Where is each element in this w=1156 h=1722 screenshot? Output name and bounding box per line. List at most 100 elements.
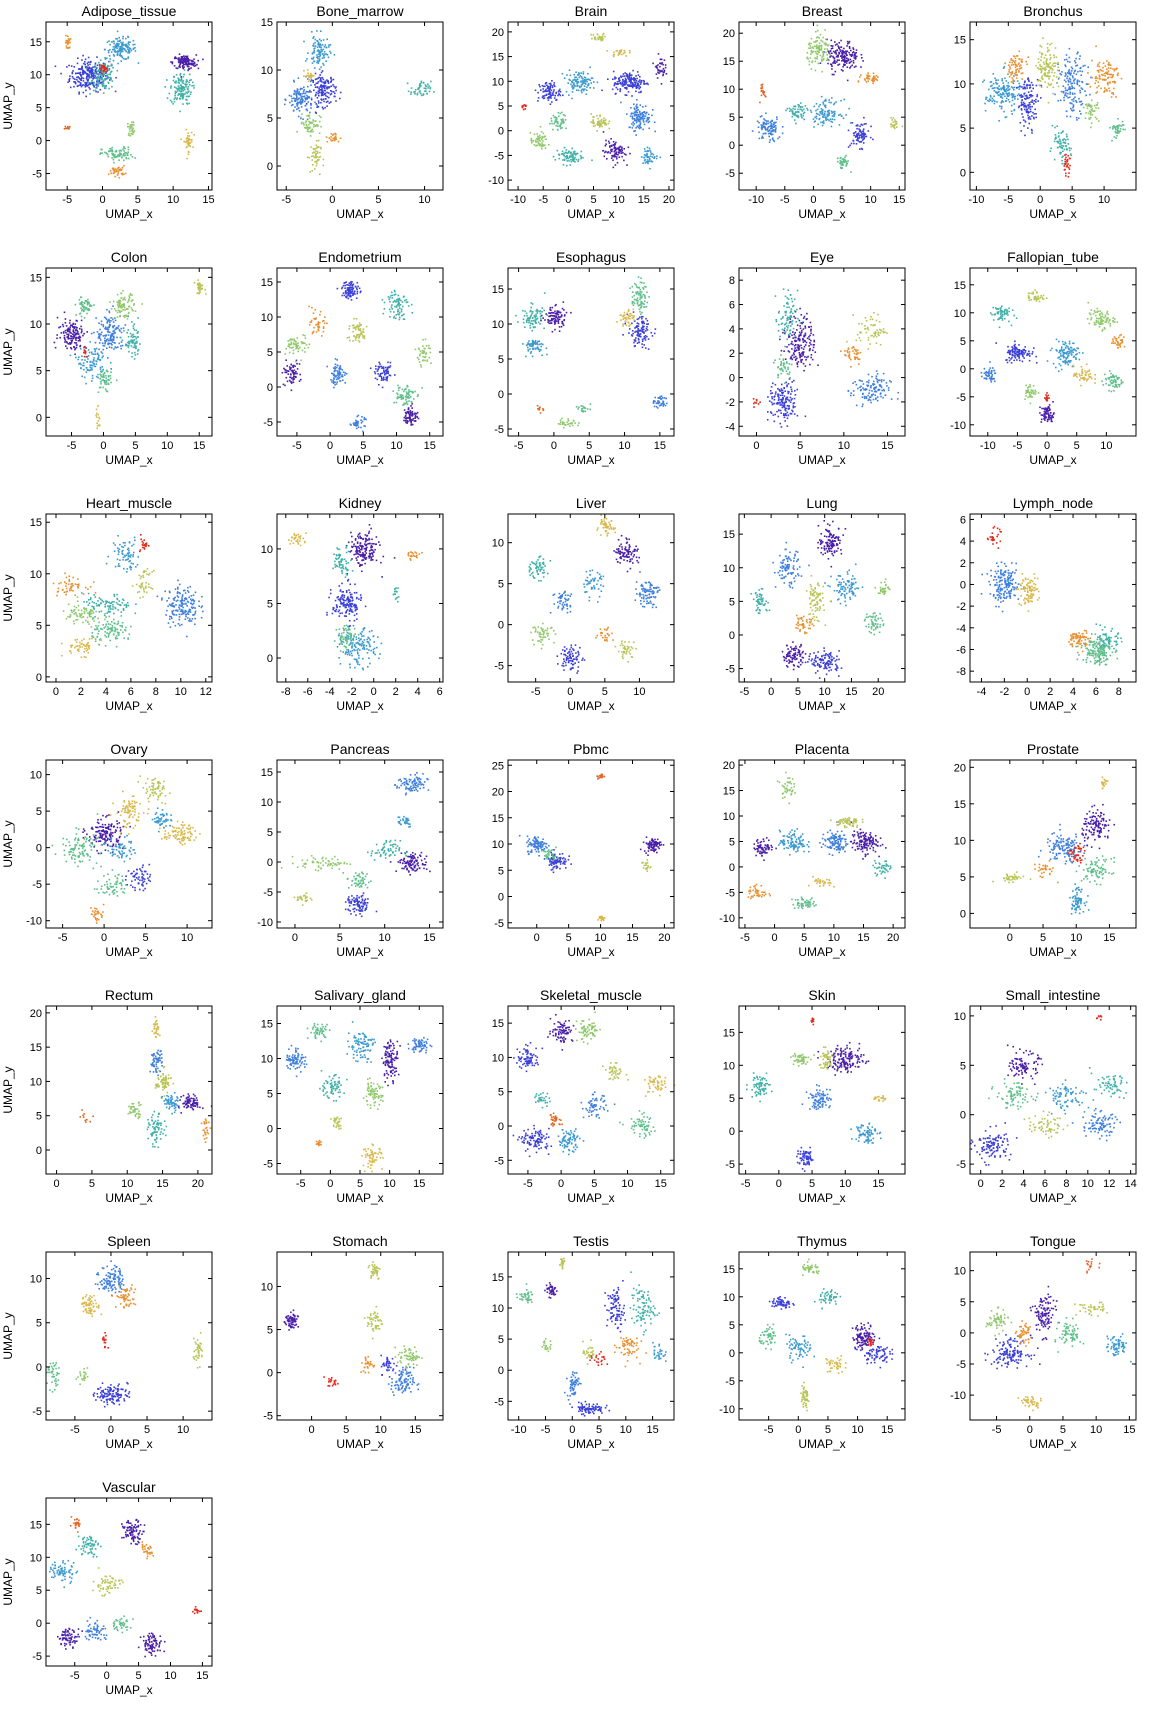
point [99,71,101,73]
point [570,154,572,156]
point [176,67,179,70]
point [1057,61,1059,64]
point [1074,60,1076,62]
point [1010,93,1013,96]
point [300,117,302,120]
point [1065,58,1068,61]
point [1051,124,1054,127]
x-tick-label: 0 [99,194,105,206]
point [1076,119,1078,121]
point [180,90,183,93]
point [1113,80,1115,83]
point [303,89,305,91]
point [1069,81,1072,83]
point [426,92,428,95]
point [186,80,189,83]
point [177,81,180,83]
point [318,87,320,90]
point [792,113,795,116]
point [569,74,572,77]
point [65,34,67,37]
point [319,86,321,88]
point [315,164,318,167]
cluster-3 [109,290,143,320]
point [760,89,763,92]
point [290,104,293,107]
point [60,332,63,334]
point [104,327,106,330]
point [312,81,314,83]
point [593,38,596,40]
point [622,152,624,154]
point [296,97,298,99]
point [555,117,557,119]
point [324,80,327,83]
point [655,65,658,67]
point [1064,141,1066,144]
point [1044,54,1047,56]
point [624,81,626,84]
point [623,52,625,55]
point [575,71,577,73]
point [619,149,621,151]
point [107,319,109,322]
point [771,133,774,136]
point [857,80,860,83]
point [1002,93,1004,96]
point [313,123,315,126]
point [92,89,95,92]
point [315,156,317,159]
point [657,64,659,66]
point [1035,113,1037,115]
point [760,94,763,97]
point [826,54,828,56]
point [127,42,130,45]
point [114,90,117,93]
point [120,49,123,52]
point [120,153,122,156]
point [766,127,769,129]
point [170,87,172,89]
point [80,74,82,77]
point [123,173,125,176]
point [187,140,190,142]
point [420,84,422,87]
point [294,97,296,100]
point [626,74,628,76]
point [570,83,572,86]
point [845,161,847,163]
point [307,96,309,98]
y-tick-label: 0 [729,140,735,152]
point [1068,69,1071,71]
point [641,117,643,119]
point [182,66,184,69]
point [597,38,600,41]
point [572,154,574,157]
point [663,71,665,73]
point [1110,67,1112,70]
point [179,63,182,65]
point [573,158,575,160]
point [629,115,632,117]
point [109,324,111,327]
point [810,42,812,45]
point [129,292,132,295]
point [329,44,332,46]
point [329,93,332,96]
point [87,349,90,351]
point [1072,104,1075,106]
point [793,112,796,115]
point [59,326,62,328]
point [129,130,131,133]
point [590,33,592,36]
point [320,125,322,128]
point [74,323,77,325]
point [76,76,78,79]
point [116,47,118,49]
point [1000,102,1002,104]
point [545,138,547,140]
cluster-4 [602,131,631,169]
point [636,119,639,121]
point [821,111,824,114]
point [178,78,180,80]
